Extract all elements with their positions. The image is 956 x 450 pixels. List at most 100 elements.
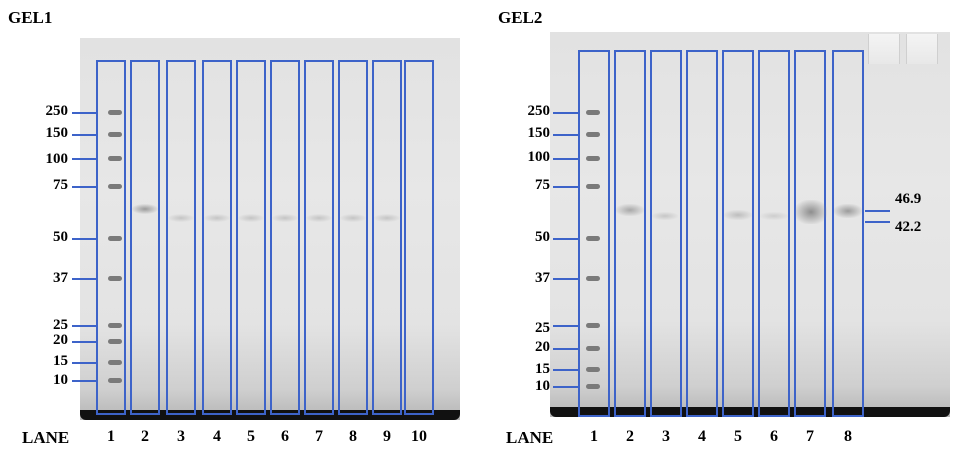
gel2-lane-word: LANE bbox=[506, 428, 554, 447]
gel2-marker-tick bbox=[553, 369, 579, 371]
gel2-ladder-band bbox=[586, 323, 600, 328]
gel1-marker-tick bbox=[72, 325, 96, 327]
gel1-ladder-band bbox=[108, 323, 122, 328]
gel1-marker-label: 25 bbox=[53, 317, 68, 333]
gel2-sample-band bbox=[834, 204, 862, 218]
gel1-lane-number: 1 bbox=[107, 428, 115, 445]
gel1-marker-label: 15 bbox=[53, 353, 68, 369]
gel2-lane-box bbox=[614, 50, 646, 417]
gel2-marker-tick bbox=[553, 278, 579, 280]
gel1-lane-number: 4 bbox=[213, 428, 221, 445]
gel1-marker-label: 150 bbox=[45, 125, 69, 141]
gel1-ladder-band bbox=[108, 378, 122, 383]
gel2-ladder-band bbox=[586, 236, 600, 241]
gel1-lane-number: 3 bbox=[177, 428, 185, 445]
gel1-ladder-band bbox=[108, 276, 122, 281]
gel1-lane-box bbox=[130, 60, 160, 415]
gel2-lane-number: 4 bbox=[698, 428, 706, 445]
gel2-ladder-band bbox=[586, 110, 600, 115]
gel2-lane-box bbox=[650, 50, 682, 417]
gel1-marker-label: 250 bbox=[45, 103, 69, 119]
gel2-lane-number: 1 bbox=[590, 428, 598, 445]
gel2-marker-tick bbox=[553, 348, 579, 350]
gel1-sample-band bbox=[272, 214, 298, 222]
gel1-ladder-band bbox=[108, 132, 122, 137]
gel2-marker-label: 50 bbox=[535, 229, 550, 245]
gel1-marker-label: 50 bbox=[53, 229, 68, 245]
gel2-side-tick-469 bbox=[865, 210, 890, 212]
gel2-marker-tick bbox=[553, 386, 579, 388]
gel1-lane-box bbox=[338, 60, 368, 415]
gel2-marker-tick bbox=[553, 325, 579, 327]
gel1-sample-band bbox=[340, 214, 366, 222]
gel2-marker-label: 250 bbox=[527, 103, 551, 119]
gel2-lane-number: 6 bbox=[770, 428, 778, 445]
gel1-marker-label: 75 bbox=[53, 177, 68, 193]
gel1-marker-tick bbox=[72, 134, 96, 136]
gel1-ladder-band bbox=[108, 110, 122, 115]
gel2-ladder-band bbox=[586, 184, 600, 189]
gel1-lane-number: 2 bbox=[141, 428, 149, 445]
gel1-marker-label: 20 bbox=[53, 332, 68, 348]
gel1-lane-box bbox=[404, 60, 434, 415]
gel2-sample-band bbox=[724, 210, 752, 220]
gel1-lane-box bbox=[202, 60, 232, 415]
gel1-sample-band bbox=[306, 214, 332, 222]
gel1-marker-tick bbox=[72, 158, 96, 160]
gel2-side-tick-422 bbox=[865, 221, 890, 223]
gel2-sample-band bbox=[652, 212, 678, 220]
gel1-lane-number: 7 bbox=[315, 428, 323, 445]
gel1-marker-tick bbox=[72, 341, 96, 343]
gel1-marker-tick bbox=[72, 238, 96, 240]
gel1-sample-band bbox=[374, 214, 400, 222]
gel1-ladder-band bbox=[108, 236, 122, 241]
gel2-title: GEL2 bbox=[498, 8, 543, 27]
gel2-marker-label: 25 bbox=[535, 320, 550, 336]
gel1-marker-tick bbox=[72, 278, 96, 280]
gel2-marker-label: 37 bbox=[535, 270, 550, 286]
gel2-lane-number: 3 bbox=[662, 428, 670, 445]
gel1-lane-box bbox=[236, 60, 266, 415]
gel1-sample-band bbox=[132, 204, 158, 214]
gel2-marker-label: 15 bbox=[535, 361, 550, 377]
gel2-lane-box bbox=[758, 50, 790, 417]
gel2-side-label-422: 42.2 bbox=[895, 219, 922, 235]
gel2-lane-number: 5 bbox=[734, 428, 742, 445]
gel1-lane-number: 5 bbox=[247, 428, 255, 445]
gel2-marker-tick bbox=[553, 238, 579, 240]
gel1-marker-tick bbox=[72, 362, 96, 364]
gel2-marker-tick bbox=[553, 112, 579, 114]
gel1-lane-box bbox=[372, 60, 402, 415]
gel2-marker-label: 100 bbox=[527, 149, 551, 165]
gel2-ladder-band bbox=[586, 346, 600, 351]
gel2-lane-number: 2 bbox=[626, 428, 634, 445]
gel2-lane-box bbox=[722, 50, 754, 417]
gel2-marker-tick bbox=[553, 134, 579, 136]
gel1-lane-box bbox=[166, 60, 196, 415]
gel2-lane-number: 8 bbox=[844, 428, 852, 445]
gel2-empty-well bbox=[906, 34, 938, 64]
gel2-lane-box bbox=[578, 50, 610, 417]
gel1-lane-box bbox=[270, 60, 300, 415]
gel2-marker-label: 20 bbox=[535, 339, 550, 355]
gel1-lane-word: LANE bbox=[22, 428, 70, 447]
gel2-ladder-band bbox=[586, 132, 600, 137]
gel2-ladder-band bbox=[586, 367, 600, 372]
gel1-ladder-band bbox=[108, 360, 122, 365]
gel1-lane-number: 10 bbox=[411, 428, 427, 445]
gel1-lane-box bbox=[304, 60, 334, 415]
gel1-sample-band bbox=[238, 214, 264, 222]
gel1-lane-number: 8 bbox=[349, 428, 357, 445]
gel1-ladder-band bbox=[108, 184, 122, 189]
gel1-ladder-band bbox=[108, 156, 122, 161]
gel2-marker-tick bbox=[553, 158, 579, 160]
gel1-marker-label: 100 bbox=[45, 151, 69, 167]
gel1-dye-front bbox=[80, 410, 460, 420]
gel2-lane-box bbox=[794, 50, 826, 417]
gel1-title: GEL1 bbox=[8, 8, 53, 27]
gel2-side-label-469: 46.9 bbox=[895, 191, 922, 207]
gel2-marker-label: 150 bbox=[527, 125, 551, 141]
gel2-sample-band bbox=[760, 212, 788, 220]
gel1-marker-tick bbox=[72, 186, 96, 188]
gel2-lane-box bbox=[832, 50, 864, 417]
